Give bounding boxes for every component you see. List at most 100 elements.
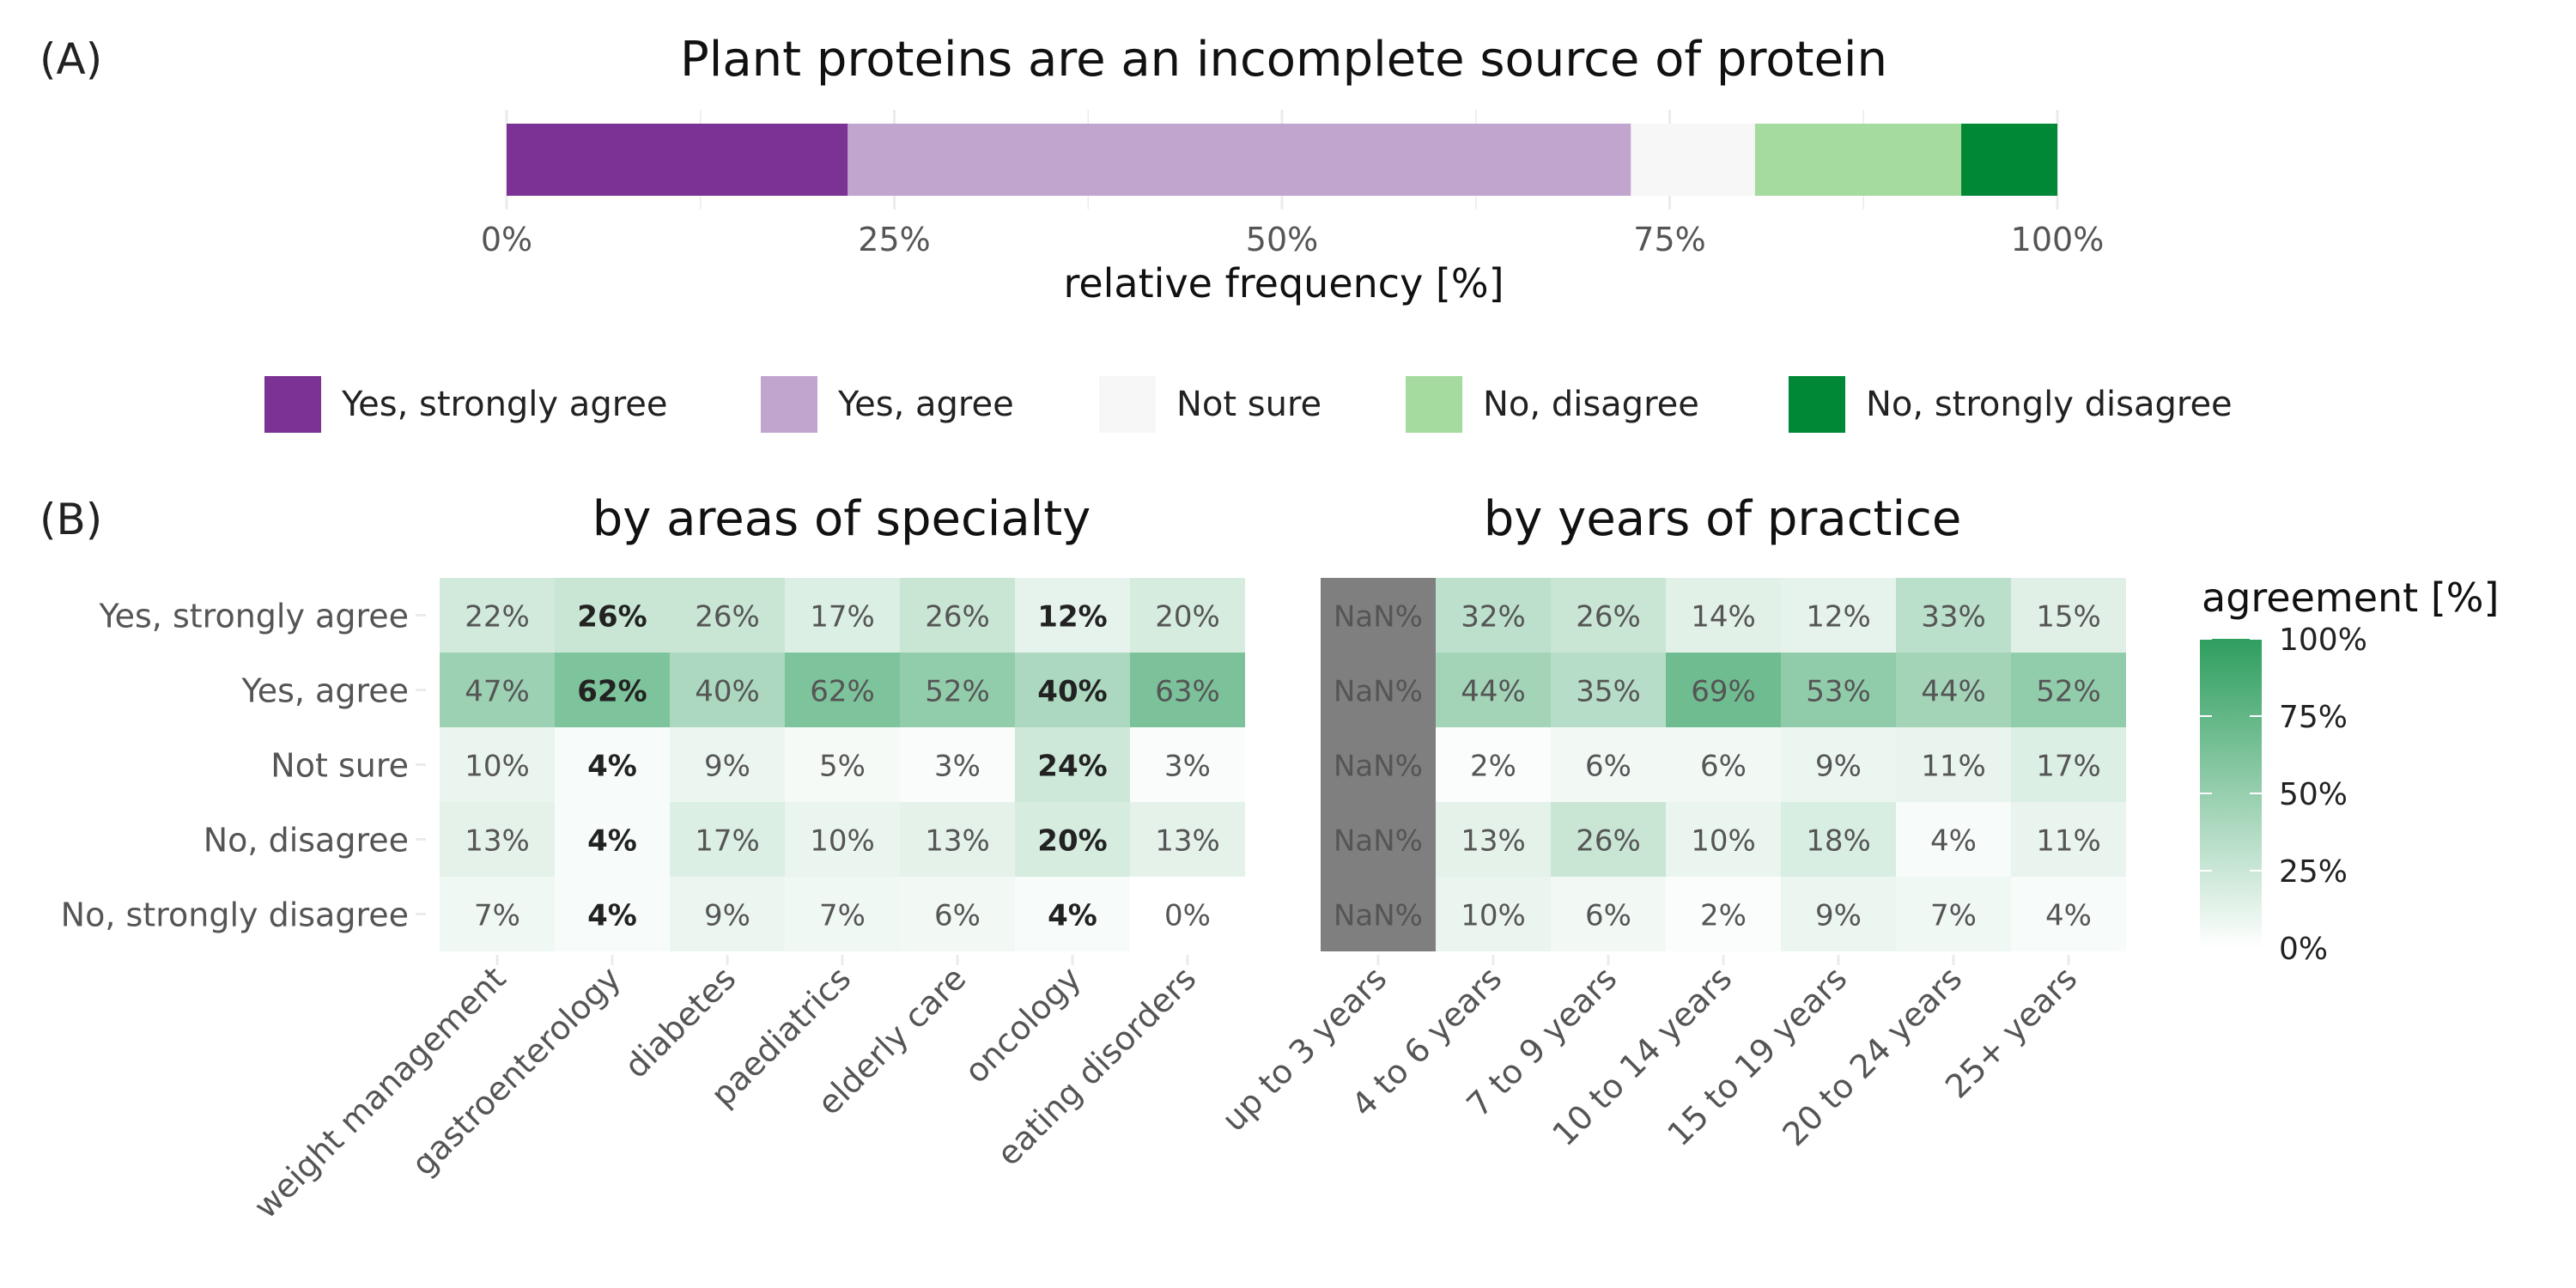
cell-label: 69% [1691, 675, 1756, 709]
cell-label: 0% [1164, 899, 1211, 933]
heatmap-cell [1551, 877, 1666, 951]
colorbar-tick-label: 50% [2279, 777, 2348, 812]
legend-swatch-2 [761, 376, 817, 433]
cell-label: 24% [1037, 750, 1107, 784]
cell-label: 4% [587, 899, 637, 933]
x-tick-label: 0% [481, 221, 532, 258]
cell-label: 32% [1461, 600, 1526, 635]
heatmap-cell [785, 877, 900, 951]
heatmap-cell [900, 578, 1015, 653]
panel-b-tag: (B) [39, 495, 102, 544]
heatmap-cell [1015, 653, 1130, 727]
heatmap-cell [2011, 653, 2126, 727]
cell-label: 11% [1921, 750, 1986, 784]
heatmap-cell [1781, 578, 1896, 653]
cell-label: 3% [934, 750, 981, 784]
heatmap-cell [1781, 877, 1896, 951]
cell-label: 62% [577, 675, 647, 709]
bar-segment-2 [848, 124, 1631, 196]
cell-label: 12% [1037, 600, 1107, 635]
cell-label: 6% [1585, 750, 1631, 784]
cell-label: 10% [1691, 824, 1756, 859]
cell-label: 9% [1815, 899, 1862, 933]
cell-label: 9% [704, 750, 750, 784]
heatmap-cell [1130, 578, 1245, 653]
legend-label-1: Yes, strongly agree [341, 385, 668, 424]
legend-label-4: No, disagree [1483, 385, 1699, 424]
heatmap-cell [1896, 653, 2011, 727]
legend-swatch-3 [1099, 376, 1156, 433]
heatmap-cell [1015, 727, 1130, 802]
cell-label: NaN% [1334, 750, 1423, 784]
heatmap-cell [670, 877, 785, 951]
panel-a-tag: (A) [39, 34, 102, 84]
heatmap-specialty-title: by areas of specialty [592, 491, 1091, 547]
cell-label: 14% [1691, 600, 1756, 635]
heatmap-cell [1551, 802, 1666, 877]
cell-label: 26% [1576, 824, 1641, 859]
cell-label: 26% [577, 600, 647, 635]
row-label: Yes, agree [241, 672, 409, 710]
heatmap-cell [900, 802, 1015, 877]
heatmap-cell [900, 653, 1015, 727]
cell-label: 7% [1930, 899, 1977, 933]
heatmap-cell [1896, 877, 2011, 951]
heatmap-cell [1666, 578, 1781, 653]
heatmap-cell [670, 727, 785, 802]
row-label: Yes, strongly agree [98, 598, 409, 635]
heatmap-cell [670, 578, 785, 653]
legend-label-3: Not sure [1176, 385, 1321, 424]
heatmap-years-title: by years of practice [1484, 491, 1962, 547]
heatmap-cell [1321, 877, 1436, 951]
cell-label: 40% [695, 675, 760, 709]
row-label: Not sure [270, 747, 409, 785]
colorbar-tick-label: 0% [2279, 932, 2328, 967]
heatmap-cell [555, 727, 670, 802]
legend-label-5: No, strongly disagree [1866, 385, 2233, 424]
cell-label: 18% [1806, 824, 1871, 859]
cell-label: 10% [810, 824, 875, 859]
cell-label: 62% [810, 675, 875, 709]
heatmap-cell [1666, 653, 1781, 727]
cell-label: 13% [925, 824, 990, 859]
heatmap-cell [1896, 578, 2011, 653]
panel-a: (A) Plant proteins are an incomplete sou… [39, 32, 2104, 307]
heatmap-cell [785, 653, 900, 727]
heatmap-cell [1130, 877, 1245, 951]
cell-label: 26% [1576, 600, 1641, 635]
heatmap-cell [900, 877, 1015, 951]
heatmap-cell [1666, 727, 1781, 802]
bar-segment-4 [1754, 124, 1962, 196]
heatmap-cell [1436, 727, 1551, 802]
cell-label: 13% [465, 824, 530, 859]
colorbar-tick-label: 25% [2279, 854, 2348, 890]
cell-label: 40% [1037, 675, 1107, 709]
heatmap-cell [1321, 653, 1436, 727]
cell-label: 63% [1155, 675, 1220, 709]
heatmap-cell [1436, 802, 1551, 877]
cell-label: 4% [587, 750, 637, 784]
cell-label: 11% [2036, 824, 2101, 859]
heatmap-cell [785, 578, 900, 653]
heatmap-cell [1436, 578, 1551, 653]
cell-label: 6% [1700, 750, 1747, 784]
heatmap-cell [1551, 653, 1666, 727]
row-label: No, strongly disagree [61, 896, 409, 934]
heatmap-cell [670, 653, 785, 727]
cell-label: NaN% [1334, 899, 1423, 933]
column-label: eating disorders [989, 959, 1203, 1173]
cell-label: 17% [695, 824, 760, 859]
bar-segment-1 [507, 124, 848, 196]
heatmap-cell [1551, 727, 1666, 802]
cell-label: 44% [1921, 675, 1986, 709]
legend-label-2: Yes, agree [837, 385, 1014, 424]
cell-label: 52% [925, 675, 990, 709]
legend-swatch-4 [1406, 376, 1462, 433]
cell-label: NaN% [1334, 675, 1423, 709]
colorbar-tick-label: 75% [2279, 700, 2348, 735]
cell-label: 26% [925, 600, 990, 635]
heatmap-cell [1015, 802, 1130, 877]
cell-label: 17% [810, 600, 875, 635]
